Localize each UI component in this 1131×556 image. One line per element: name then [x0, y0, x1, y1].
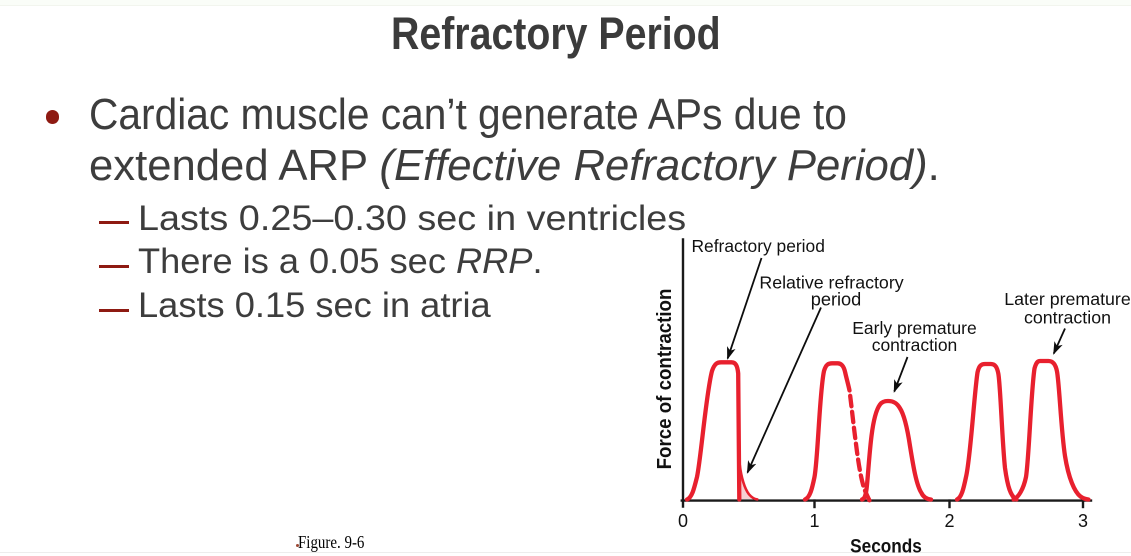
svg-text:contraction: contraction [872, 335, 958, 355]
svg-text:Force of contraction: Force of contraction [653, 289, 676, 470]
svg-text:Seconds: Seconds [850, 536, 922, 556]
svg-text:2: 2 [944, 511, 954, 531]
svg-text:Later premature: Later premature [1004, 289, 1131, 309]
svg-text:1: 1 [809, 511, 819, 531]
svg-text:period: period [811, 290, 862, 310]
svg-text:Early premature: Early premature [852, 318, 977, 338]
svg-text:Refractory period: Refractory period [692, 236, 825, 256]
svg-text:Relative refractory: Relative refractory [759, 273, 903, 293]
svg-text:3: 3 [1078, 511, 1088, 531]
svg-text:0: 0 [678, 511, 688, 531]
svg-text:contraction: contraction [1024, 308, 1111, 328]
